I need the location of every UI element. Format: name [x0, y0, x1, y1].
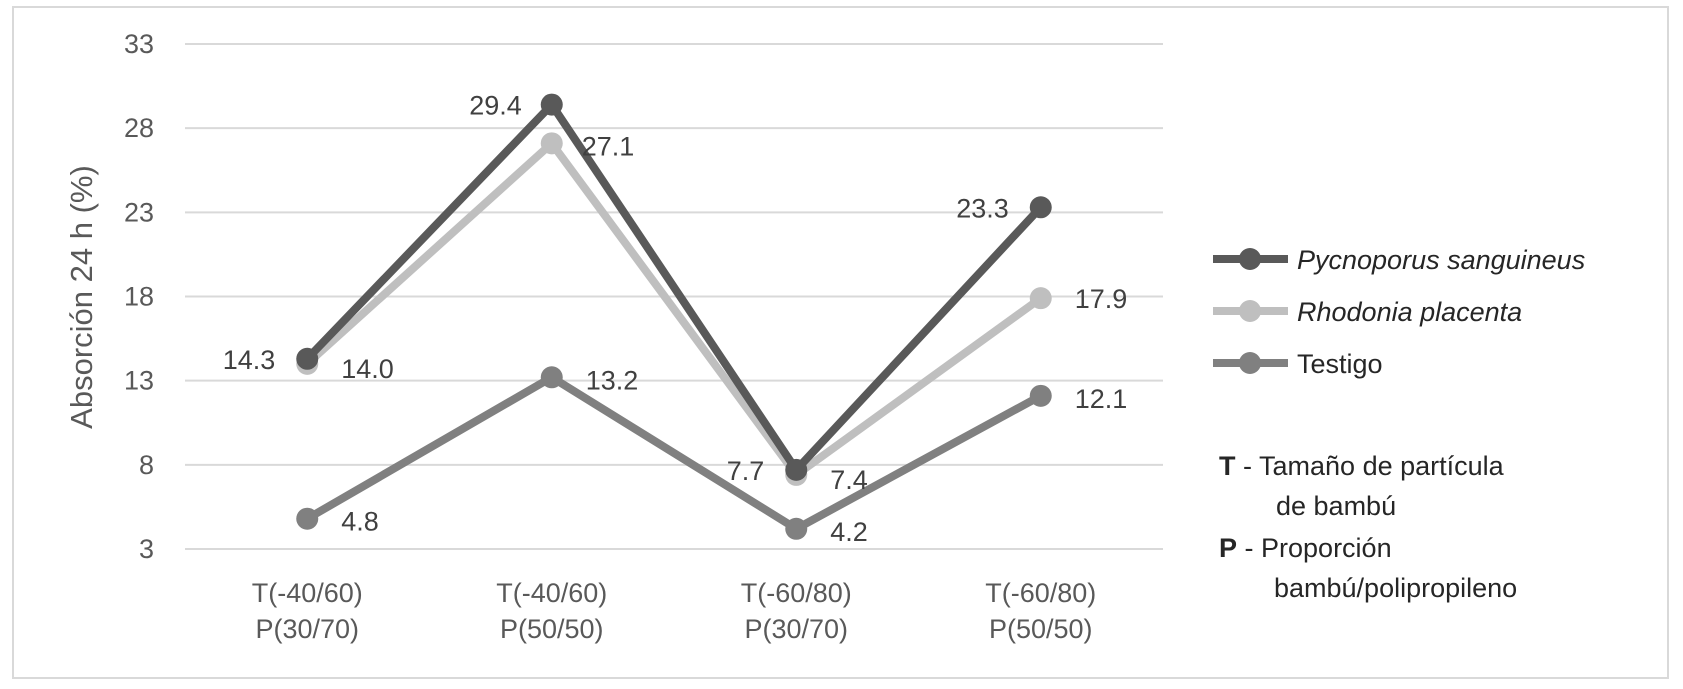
series-line [305, 373, 1043, 533]
series-line [304, 139, 1044, 479]
data-label: 23.3 [956, 193, 1009, 223]
note-key: P [1219, 533, 1237, 563]
note-key-line: P - Proporción [1219, 533, 1392, 563]
y-axis-ticks: 3 8 13 18 23 28 33 [124, 29, 154, 564]
data-label: 4.8 [341, 507, 379, 537]
data-label: 7.7 [727, 456, 765, 486]
x-category-label: P(30/70) [255, 614, 359, 644]
series-points [296, 93, 1052, 540]
legend-swatch-marker [1239, 248, 1261, 270]
y-tick-label: 3 [139, 534, 154, 564]
y-tick-label: 33 [124, 29, 154, 59]
legend-swatch-marker [1239, 352, 1261, 374]
data-label: 13.2 [586, 365, 639, 395]
note-line: bambú/polipropileno [1274, 573, 1517, 603]
data-label: 17.9 [1075, 284, 1128, 314]
data-point [296, 507, 319, 530]
series-line [304, 100, 1044, 474]
y-tick-label: 18 [124, 282, 154, 312]
x-category-label: P(50/50) [989, 614, 1093, 644]
data-labels: 14.3 29.4 7.7 23.3 14.0 27.1 7.4 17.9 4.8 13.2 4.2… [223, 91, 1128, 547]
data-label: 7.4 [830, 465, 868, 495]
data-label: 14.0 [341, 354, 394, 384]
data-point [785, 458, 808, 481]
note-separator: - [1237, 533, 1261, 563]
y-tick-label: 13 [124, 366, 154, 396]
x-category-label: P(50/50) [500, 614, 604, 644]
data-label: 12.1 [1075, 384, 1128, 414]
data-point [540, 366, 563, 389]
data-point [1029, 287, 1052, 310]
x-category-label: T(-40/60) [496, 578, 607, 608]
y-axis-label: Absorción 24 h (%) [64, 165, 99, 429]
data-label: 14.3 [223, 345, 276, 375]
legend-swatch-marker [1239, 300, 1261, 322]
data-label: 29.4 [469, 91, 522, 121]
axis-notes: T - Tamaño de partícula de bambú P - Propo… [1219, 451, 1517, 603]
note-separator: - [1236, 451, 1260, 481]
x-category-label: P(30/70) [744, 614, 848, 644]
series-lines [304, 100, 1044, 533]
y-tick-label: 8 [139, 450, 154, 480]
data-point [1029, 384, 1052, 407]
chart-frame [12, 6, 1669, 679]
x-axis-categories: T(-40/60) P(30/70) T(-40/60) P(50/50) T(-60/… [252, 578, 1097, 644]
data-point [785, 517, 808, 540]
x-category-label: T(-60/80) [985, 578, 1096, 608]
note-key: T [1219, 451, 1236, 481]
note-line: de bambú [1276, 491, 1396, 521]
note-line: Proporción [1261, 533, 1392, 563]
data-label: 27.1 [582, 131, 635, 161]
legend-entry: Pycnoporus sanguineus [1297, 245, 1585, 275]
x-category-label: T(-60/80) [741, 578, 852, 608]
data-point [540, 132, 563, 155]
legend: Pycnoporus sanguineus Rhodonia placenta Te… [1213, 245, 1585, 379]
note-line: Tamaño de partícula [1259, 451, 1505, 481]
data-point [540, 93, 563, 116]
gridlines [185, 43, 1163, 550]
data-label: 4.2 [830, 517, 868, 547]
legend-entry: Testigo [1297, 349, 1383, 379]
data-point [1029, 196, 1052, 219]
y-tick-label: 28 [124, 113, 154, 143]
y-tick-label: 23 [124, 197, 154, 227]
data-point [296, 347, 319, 370]
x-category-label: T(-40/60) [252, 578, 363, 608]
legend-entry: Rhodonia placenta [1297, 297, 1522, 327]
note-key-line: T - Tamaño de partícula [1219, 451, 1505, 481]
